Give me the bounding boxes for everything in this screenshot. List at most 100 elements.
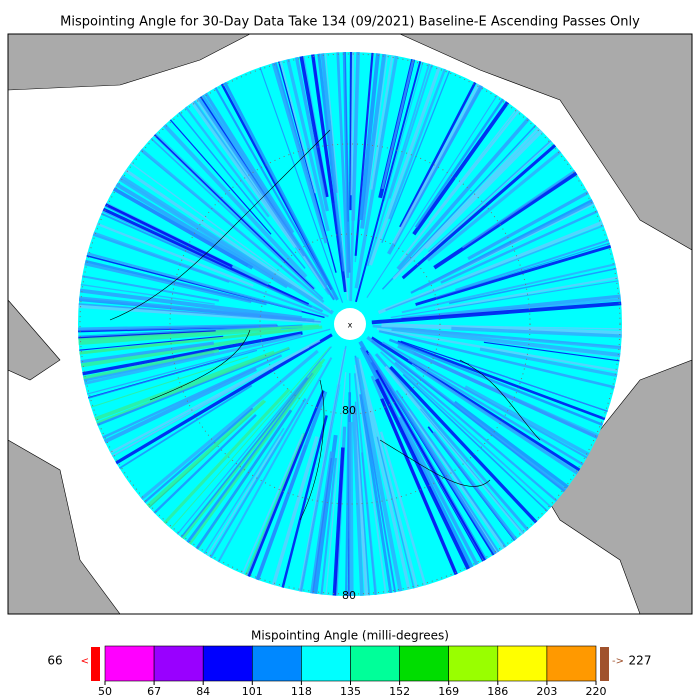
swath-streak xyxy=(426,150,562,262)
swath-streak xyxy=(96,222,254,287)
swath-streak xyxy=(320,457,337,595)
swath-streak xyxy=(87,252,303,313)
map-frame xyxy=(7,33,693,615)
swath-streak xyxy=(388,338,604,426)
swath-streak xyxy=(336,52,350,278)
swath-streak xyxy=(423,141,553,258)
swath-streak xyxy=(111,346,310,457)
colorbar: < -> 50 67 84 101 118 135 152 169 186 203 220 xyxy=(81,645,624,698)
swath-streak xyxy=(351,405,364,596)
swath-streak xyxy=(344,415,350,596)
swath-streak xyxy=(451,326,622,338)
swath-streak xyxy=(366,63,431,266)
swath-streak xyxy=(79,296,315,323)
swath-streak xyxy=(377,220,604,315)
swath-streak xyxy=(401,144,557,280)
swath-streak xyxy=(324,53,349,300)
swath-streak xyxy=(381,341,588,459)
swath-streak xyxy=(385,224,604,311)
swath-streak xyxy=(397,340,606,421)
swath-streak xyxy=(163,388,291,525)
swath-streak xyxy=(241,433,304,575)
swath-streak xyxy=(372,324,622,350)
swath-streak xyxy=(368,66,441,266)
swath-streak xyxy=(376,436,415,589)
swath-streak xyxy=(354,401,371,596)
swath-streak xyxy=(317,53,346,272)
swath-streak xyxy=(118,384,253,470)
swath-streak xyxy=(440,210,599,284)
swath-streak xyxy=(397,344,599,439)
tick-label: 203 xyxy=(536,685,557,698)
swath-streak xyxy=(332,447,345,596)
swath-streak xyxy=(163,123,308,279)
swath-streak xyxy=(154,134,315,290)
swath-streak xyxy=(381,59,415,190)
swath-streak xyxy=(401,263,616,314)
swath-streak xyxy=(190,101,297,249)
swath-streak xyxy=(374,353,529,531)
swath-streak xyxy=(380,398,458,576)
swath-streak xyxy=(79,335,224,351)
under-arrow: < xyxy=(81,656,89,667)
tick-label: 118 xyxy=(291,685,312,698)
swath-streak xyxy=(115,182,289,289)
swath-streak xyxy=(433,171,578,270)
swath-streak xyxy=(371,301,622,325)
swath-streak xyxy=(169,119,272,235)
swath-streak xyxy=(176,346,332,535)
swath-streak xyxy=(342,52,351,273)
swath-streak xyxy=(435,276,619,311)
swath-streak xyxy=(402,373,548,512)
swath-streak xyxy=(360,53,387,229)
coastlines xyxy=(109,129,541,521)
swath-streak xyxy=(188,358,326,545)
swath-streak xyxy=(415,244,612,306)
graticule xyxy=(79,53,621,595)
swath-streak xyxy=(419,201,594,291)
pole-hole xyxy=(334,308,366,340)
color-bin xyxy=(399,645,450,682)
swath-streak xyxy=(209,397,307,559)
swath-streak xyxy=(435,242,610,298)
swath-streak xyxy=(78,326,282,346)
swath-streak xyxy=(375,378,470,570)
swath-streak xyxy=(350,52,355,196)
swath-streak xyxy=(414,98,505,228)
swath-streak xyxy=(281,415,328,588)
swath-streak xyxy=(370,55,394,190)
swath-streak xyxy=(354,55,399,289)
swath-streak xyxy=(286,58,330,232)
swath-streak xyxy=(325,372,347,596)
under-swatch xyxy=(91,647,100,681)
swath-streak xyxy=(203,427,285,555)
swath-streak xyxy=(370,336,581,472)
latitude-label: 80 xyxy=(342,589,356,602)
swath-streak xyxy=(113,187,249,268)
swath-streak xyxy=(354,357,403,592)
swath-streak xyxy=(255,390,328,581)
swath-streak xyxy=(376,327,619,372)
color-bin xyxy=(350,645,400,682)
swath-streak xyxy=(80,283,215,305)
max-value: 227 xyxy=(629,654,652,668)
swath-streak xyxy=(423,129,543,250)
swath-streak xyxy=(78,323,277,331)
tick-label: 169 xyxy=(438,685,459,698)
swath-streak xyxy=(354,364,387,594)
swath-streak xyxy=(391,326,621,357)
tick-label: 186 xyxy=(487,685,508,698)
swath-streak xyxy=(351,52,361,221)
swath-streak xyxy=(140,349,319,500)
color-bin xyxy=(153,645,204,682)
swath-streak xyxy=(366,94,498,298)
title: Mispointing Angle for 30-Day Data Take 1… xyxy=(60,15,640,30)
swath-streak xyxy=(94,350,275,421)
swath-streak xyxy=(415,366,578,475)
swath-streak xyxy=(378,329,615,389)
swath-streak xyxy=(483,341,620,362)
swath-streak xyxy=(408,409,505,550)
colorbar-label: Mispointing Angle (milli-degrees) xyxy=(251,629,449,643)
swath-streak xyxy=(84,262,252,304)
